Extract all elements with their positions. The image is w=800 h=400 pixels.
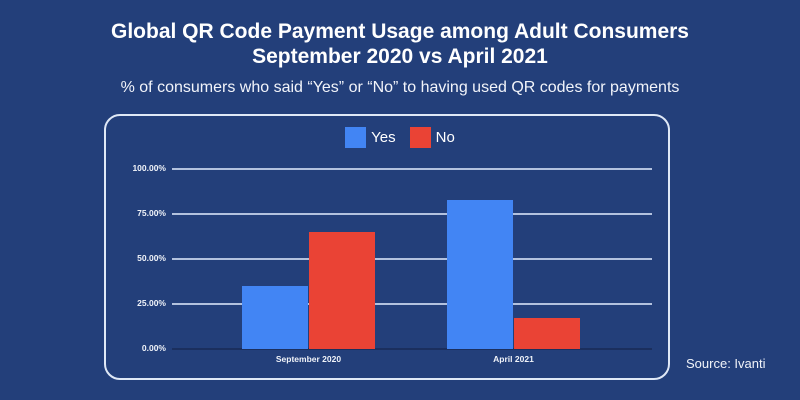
y-tick-label: 0.00% bbox=[141, 343, 166, 353]
chart-subtitle: % of consumers who said “Yes” or “No” to… bbox=[120, 79, 680, 96]
chart-panel bbox=[104, 114, 670, 380]
source-label: Source: Ivanti bbox=[686, 356, 766, 371]
gridline bbox=[172, 168, 652, 170]
gridline bbox=[172, 348, 652, 350]
legend-label-yes: Yes bbox=[371, 129, 396, 146]
gridline bbox=[172, 258, 652, 260]
x-tick-label: April 2021 bbox=[493, 354, 534, 364]
legend-item-no: No bbox=[409, 127, 455, 148]
legend-swatch-no bbox=[409, 127, 431, 148]
bar-no-0 bbox=[309, 232, 375, 349]
legend: Yes No bbox=[0, 127, 800, 148]
legend-item-yes: Yes bbox=[345, 127, 396, 148]
chart-title-line-2: September 2020 vs April 2021 bbox=[252, 45, 548, 68]
legend-label-no: No bbox=[435, 129, 455, 146]
x-tick-label: September 2020 bbox=[275, 354, 342, 364]
y-tick-label: 75.00% bbox=[137, 208, 166, 218]
gridline bbox=[172, 303, 652, 305]
y-tick-label: 25.00% bbox=[137, 298, 166, 308]
bar-yes-1 bbox=[447, 199, 513, 349]
gridline bbox=[172, 213, 652, 215]
bar-no-1 bbox=[514, 318, 580, 349]
y-tick-label: 100.00% bbox=[132, 163, 166, 173]
bar-yes-0 bbox=[242, 286, 308, 349]
y-tick-label: 50.00% bbox=[137, 253, 166, 263]
chart-title-line-1: Global QR Code Payment Usage among Adult… bbox=[111, 20, 689, 43]
legend-swatch-yes bbox=[345, 127, 367, 148]
